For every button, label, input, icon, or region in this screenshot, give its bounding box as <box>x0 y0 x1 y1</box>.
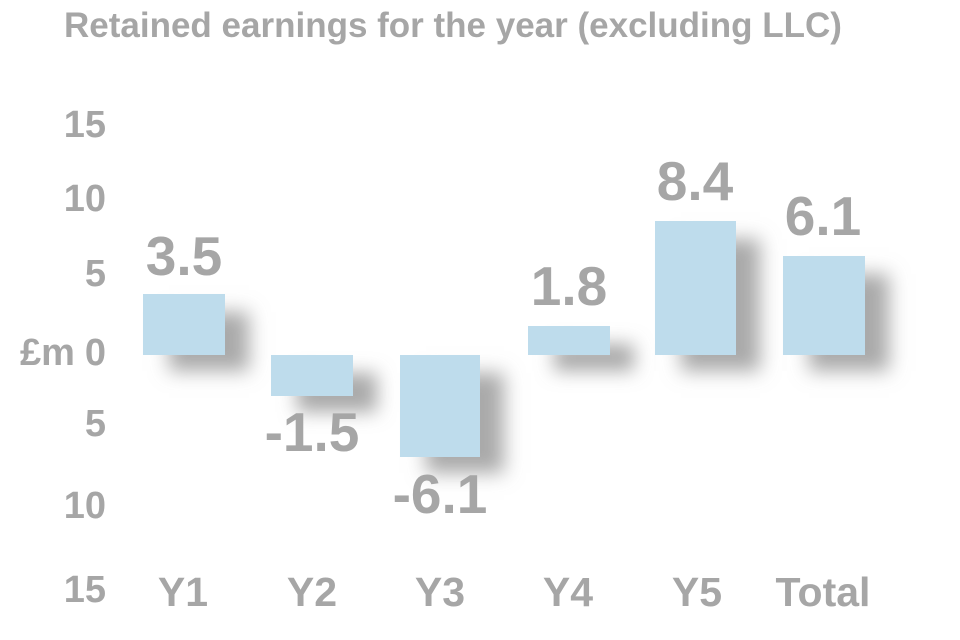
data-label-y4: 1.8 <box>530 255 608 317</box>
y-axis-tick-0: 0 <box>84 332 106 374</box>
x-axis-label-y2: Y2 <box>286 569 338 615</box>
y-axis-tick-15-pos: 15 <box>63 104 106 146</box>
data-label-y2: -1.5 <box>264 401 360 463</box>
chart-title: Retained earnings for the year (excludin… <box>64 6 842 45</box>
x-axis-label-y3: Y3 <box>414 569 466 615</box>
y-axis-tick-5-neg: 5 <box>84 403 106 445</box>
x-axis-label-y1: Y1 <box>157 569 209 615</box>
x-axis-label-y4: Y4 <box>542 569 594 615</box>
data-label-y1: 3.5 <box>145 225 223 287</box>
y-axis-unit-label: £m <box>19 332 75 374</box>
y-axis-tick-15-neg: 15 <box>63 569 106 611</box>
bar-y5 <box>655 221 736 355</box>
x-axis-label-y5: Y5 <box>671 569 723 615</box>
data-label-y3: -6.1 <box>392 463 488 525</box>
data-label-total: 6.1 <box>784 185 862 247</box>
bar-y1 <box>143 294 225 355</box>
y-axis-tick-10-neg: 10 <box>63 485 106 527</box>
y-axis-zero-row: £m 0 <box>0 333 106 373</box>
bar-total <box>783 256 865 355</box>
bar-y3 <box>400 355 480 457</box>
y-axis-tick-10-pos: 10 <box>63 178 106 220</box>
data-label-y5: 8.4 <box>656 150 734 212</box>
x-axis-label-total: Total <box>775 569 871 615</box>
bar-y2 <box>271 355 353 396</box>
y-axis-tick-5-pos: 5 <box>84 253 106 295</box>
bar-y4 <box>528 326 610 355</box>
